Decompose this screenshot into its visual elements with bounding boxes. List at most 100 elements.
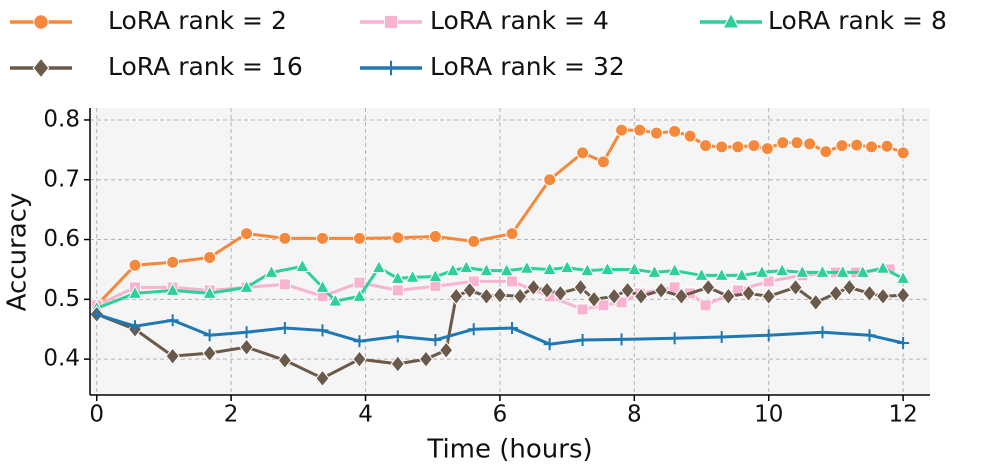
marker (467, 234, 481, 248)
marker (353, 276, 366, 289)
marker (880, 139, 894, 153)
x-tick-label: 2 (224, 402, 239, 428)
legend-label: LoRA rank = 2 (108, 6, 287, 35)
x-tick-label: 4 (358, 402, 373, 428)
marker (391, 284, 404, 297)
marker (790, 136, 804, 150)
marker (576, 333, 589, 346)
marker (371, 259, 387, 274)
marker (390, 270, 406, 284)
y-tick-label: 0.7 (43, 166, 80, 192)
marker (597, 299, 610, 312)
marker (240, 227, 254, 241)
marker (526, 278, 541, 297)
marker (760, 142, 774, 156)
marker (352, 350, 367, 368)
marker (788, 278, 803, 297)
marker (129, 320, 142, 333)
marker (352, 231, 366, 245)
marker (32, 57, 50, 79)
marker (683, 129, 697, 143)
marker (747, 139, 761, 153)
marker (819, 145, 833, 159)
marker (896, 146, 910, 160)
marker (391, 330, 404, 343)
x-tick-label: 6 (493, 402, 508, 428)
marker (835, 264, 850, 278)
legend-label: LoRA rank = 8 (768, 6, 947, 35)
marker (428, 230, 442, 244)
marker (794, 264, 810, 278)
marker (128, 258, 142, 272)
marker (576, 303, 589, 316)
marker (445, 262, 461, 277)
marker (479, 287, 494, 306)
marker (462, 281, 477, 300)
marker (353, 335, 366, 348)
marker (855, 264, 871, 278)
marker (875, 287, 891, 306)
marker (701, 278, 716, 297)
marker (439, 341, 454, 359)
marker (649, 126, 663, 140)
marker (816, 326, 829, 339)
marker (239, 279, 254, 293)
marker (240, 326, 253, 339)
marker (559, 259, 575, 274)
marker (315, 279, 330, 293)
marker (383, 14, 399, 30)
marker (505, 227, 519, 241)
marker (573, 278, 588, 297)
marker (553, 284, 568, 303)
marker (803, 137, 817, 151)
marker (479, 262, 494, 277)
marker (264, 264, 279, 278)
marker (295, 258, 310, 272)
marker (895, 286, 911, 304)
marker (865, 140, 879, 154)
y-tick-label: 0.4 (43, 346, 80, 372)
marker (405, 269, 420, 283)
marker (90, 308, 103, 321)
marker (458, 259, 474, 274)
marker (239, 338, 254, 356)
marker (875, 260, 891, 274)
marker (543, 338, 556, 351)
legend-label: LoRA rank = 32 (430, 52, 625, 81)
marker (620, 281, 635, 300)
marker (808, 293, 823, 312)
marker (390, 355, 405, 373)
marker (815, 264, 830, 278)
marker (543, 173, 557, 187)
marker (429, 333, 442, 346)
marker (600, 261, 615, 275)
marker (418, 350, 434, 368)
legend-label: LoRA rank = 4 (430, 6, 609, 35)
marker (391, 231, 405, 245)
marker (897, 336, 910, 349)
marker (542, 261, 557, 275)
marker (327, 293, 343, 307)
y-tick-label: 0.5 (43, 286, 80, 312)
marker (315, 369, 330, 388)
marker (699, 139, 713, 153)
marker (499, 262, 514, 277)
legend-label: LoRA rank = 16 (108, 52, 303, 81)
marker (316, 231, 330, 245)
marker (506, 322, 519, 335)
marker (165, 347, 180, 365)
marker (633, 123, 647, 137)
y-axis-label: Accuracy (3, 193, 33, 312)
marker (165, 282, 180, 296)
marker (835, 139, 849, 153)
marker (674, 287, 689, 306)
x-tick-label: 0 (89, 402, 104, 428)
marker (166, 314, 179, 327)
marker (762, 329, 775, 342)
series-layer (89, 123, 911, 388)
marker (734, 267, 750, 281)
marker (699, 299, 712, 312)
marker (754, 264, 770, 278)
marker (714, 267, 730, 281)
marker (668, 124, 682, 138)
